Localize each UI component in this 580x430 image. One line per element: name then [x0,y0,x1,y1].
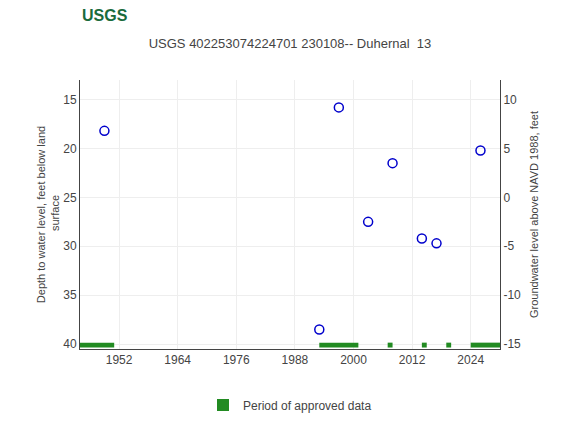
svg-text:USGS: USGS [82,7,128,24]
svg-text:30: 30 [63,239,77,253]
svg-text:2012: 2012 [399,353,426,367]
svg-text:Groundwater level above NAVD 1: Groundwater level above NAVD 1988, feet [528,111,540,318]
svg-text:15: 15 [63,93,77,107]
svg-text:Period of approved data: Period of approved data [243,399,371,413]
svg-text:1988: 1988 [282,353,309,367]
svg-text:2000: 2000 [340,353,367,367]
svg-text:1976: 1976 [223,353,250,367]
svg-text:-5: -5 [503,239,514,253]
svg-text:10: 10 [503,93,517,107]
svg-text:-15: -15 [503,337,521,351]
svg-text:2024: 2024 [457,353,484,367]
svg-text:5: 5 [503,142,510,156]
svg-text:USGS 402253074224701 230108--: USGS 402253074224701 230108-- Duhernal 1… [149,36,432,51]
svg-text:25: 25 [63,191,77,205]
svg-text:0: 0 [503,191,510,205]
svg-text:35: 35 [63,288,77,302]
svg-text:20: 20 [63,142,77,156]
svg-text:1952: 1952 [106,353,133,367]
svg-text:Depth to water level, feet bel: Depth to water level, feet below land su… [35,126,61,303]
svg-text:1964: 1964 [164,353,191,367]
svg-text:40: 40 [63,337,77,351]
svg-text:-10: -10 [503,288,521,302]
